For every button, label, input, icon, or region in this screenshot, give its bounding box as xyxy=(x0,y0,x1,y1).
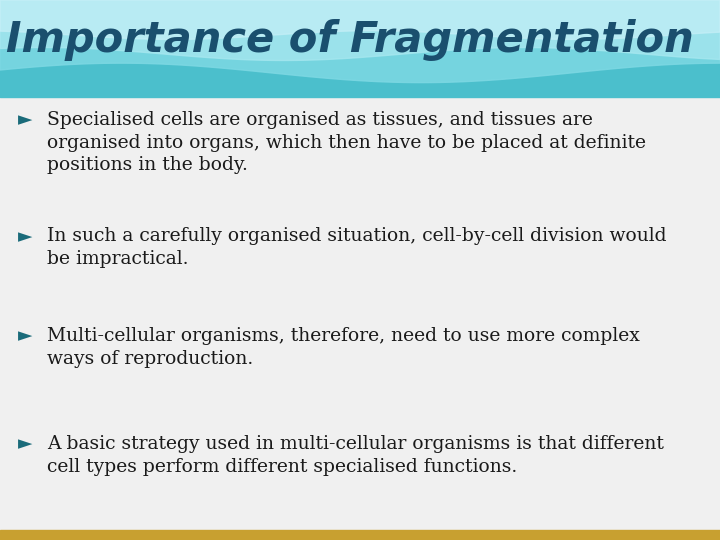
Bar xyxy=(0,530,720,540)
Text: Importance of Fragmentation: Importance of Fragmentation xyxy=(6,19,693,61)
Text: ►: ► xyxy=(18,111,32,130)
Text: Specialised cells are organised as tissues, and tissues are
organised into organ: Specialised cells are organised as tissu… xyxy=(47,111,646,174)
Text: Multi-cellular organisms, therefore, need to use more complex
ways of reproducti: Multi-cellular organisms, therefore, nee… xyxy=(47,327,639,368)
Text: A basic strategy used in multi-cellular organisms is that different
cell types p: A basic strategy used in multi-cellular … xyxy=(47,435,664,476)
Text: ►: ► xyxy=(18,327,32,346)
Text: ►: ► xyxy=(18,435,32,454)
Text: In such a carefully organised situation, cell-by-cell division would
be impracti: In such a carefully organised situation,… xyxy=(47,227,666,268)
Text: ►: ► xyxy=(18,227,32,246)
